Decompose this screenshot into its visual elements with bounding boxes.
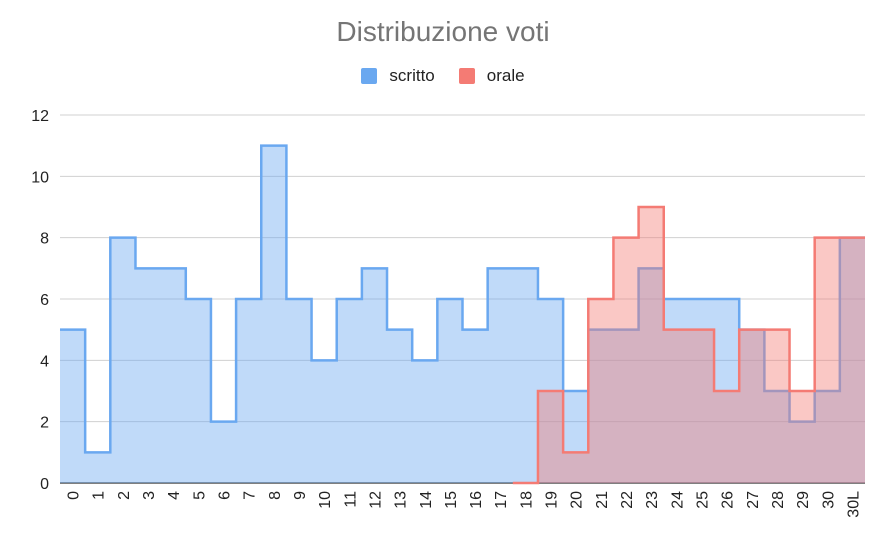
x-tick-label-16: 16	[468, 491, 485, 509]
y-tick-label-10: 10	[31, 169, 49, 186]
legend-swatch-scritto	[361, 68, 378, 84]
x-tick-label-29: 29	[795, 491, 812, 509]
x-tick-label-0: 0	[66, 491, 83, 500]
x-tick-label-13: 13	[393, 491, 410, 509]
chart-title: Distribuzione voti	[336, 16, 550, 47]
x-tick-label-26: 26	[720, 491, 737, 509]
x-tick-label-1: 1	[91, 491, 108, 500]
x-tick-label-19: 19	[544, 491, 561, 509]
x-tick-label-11: 11	[342, 491, 359, 508]
x-tick-label-4: 4	[166, 491, 183, 500]
x-tick-label-2: 2	[116, 491, 133, 500]
x-tick-label-30L: 30L	[845, 491, 862, 518]
x-tick-label-21: 21	[594, 491, 611, 509]
y-tick-label-0: 0	[40, 476, 49, 493]
y-tick-label-4: 4	[40, 353, 49, 370]
y-tick-label-2: 2	[40, 415, 49, 432]
x-tick-label-15: 15	[443, 491, 460, 509]
x-tick-label-18: 18	[518, 491, 535, 509]
x-tick-label-20: 20	[569, 491, 586, 509]
series-layer	[60, 144, 865, 485]
y-tick-label-12: 12	[31, 108, 49, 125]
x-tick-label-22: 22	[619, 491, 636, 509]
x-axis-ticks: 0 1 2 3 4 5 6 7 8 9 10 11 12 13 14 15 16 17 18 19 20 21 22 23 24…	[66, 491, 863, 518]
legend-item-scritto[interactable]: scritto	[361, 66, 435, 86]
x-tick-label-10: 10	[317, 491, 334, 509]
x-tick-label-25: 25	[694, 491, 711, 509]
x-tick-label-28: 28	[770, 491, 787, 509]
x-tick-label-3: 3	[141, 491, 158, 500]
x-tick-label-17: 17	[493, 491, 510, 509]
x-tick-label-6: 6	[217, 491, 234, 500]
x-tick-label-14: 14	[418, 491, 435, 509]
legend: scritto orale	[0, 66, 886, 86]
x-tick-label-24: 24	[669, 491, 686, 509]
y-tick-label-8: 8	[40, 231, 49, 248]
x-tick-label-27: 27	[745, 491, 762, 509]
x-tick-label-12: 12	[367, 491, 384, 509]
x-tick-label-7: 7	[242, 491, 259, 500]
x-tick-label-8: 8	[267, 491, 284, 500]
x-tick-label-30: 30	[820, 491, 837, 509]
line-scritto	[60, 144, 865, 454]
x-tick-label-9: 9	[292, 491, 309, 500]
y-tick-label-6: 6	[40, 292, 49, 309]
x-tick-label-23: 23	[644, 491, 661, 509]
legend-item-orale[interactable]: orale	[458, 66, 525, 86]
area-orale	[512, 207, 865, 483]
line-orale	[512, 205, 865, 485]
y-axis-ticks: 0 2 4 6 8 10 12	[31, 108, 49, 493]
legend-label-scritto: scritto	[389, 66, 435, 85]
legend-label-orale: orale	[486, 66, 525, 85]
legend-swatch-orale	[458, 68, 475, 84]
x-tick-label-5: 5	[191, 491, 208, 500]
